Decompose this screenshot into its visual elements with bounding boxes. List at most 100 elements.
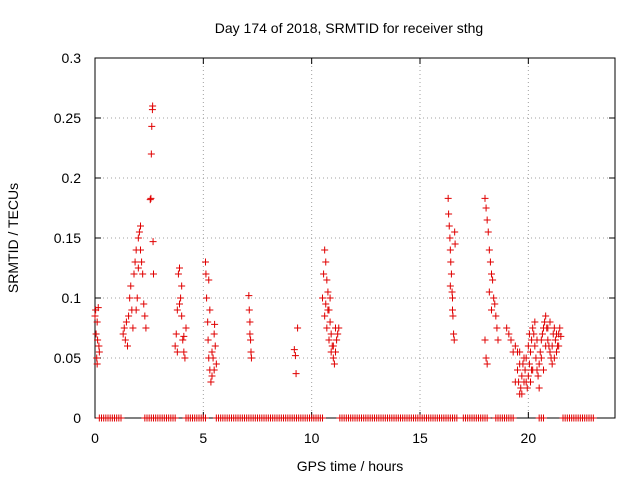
- data-point: [482, 204, 490, 212]
- y-tick-label: 0.2: [62, 170, 82, 186]
- data-point: [333, 336, 341, 344]
- data-point: [542, 342, 550, 350]
- data-point: [202, 258, 209, 266]
- x-tick-label: 10: [304, 430, 320, 446]
- data-point: [133, 294, 141, 302]
- data-point: [208, 372, 216, 380]
- data-point: [524, 372, 532, 380]
- data-point: [553, 348, 560, 356]
- data-point: [528, 366, 536, 374]
- data-point: [447, 270, 455, 278]
- data-point: [324, 306, 332, 314]
- data-point: [139, 270, 147, 278]
- data-point: [208, 348, 216, 356]
- data-point: [211, 342, 219, 350]
- data-point: [134, 234, 142, 242]
- data-point: [485, 246, 493, 254]
- data-point: [290, 346, 298, 354]
- data-point: [329, 354, 337, 362]
- data-point: [320, 270, 328, 278]
- data-point: [507, 336, 515, 344]
- data-point: [321, 246, 329, 254]
- data-point: [210, 330, 218, 338]
- data-point: [131, 258, 139, 266]
- data-point: [546, 348, 554, 356]
- x-axis-label: GPS time / hours: [297, 458, 404, 474]
- data-point: [481, 336, 489, 344]
- data-point: [247, 348, 255, 356]
- data-point: [488, 306, 495, 314]
- data-point: [446, 282, 454, 290]
- y-tick-label: 0: [73, 410, 81, 426]
- x-tick-label: 15: [412, 430, 428, 446]
- data-point: [481, 194, 489, 202]
- data-point: [540, 414, 547, 422]
- data-point: [589, 414, 597, 422]
- data-point: [548, 360, 556, 368]
- data-point: [176, 300, 183, 308]
- data-point: [546, 318, 554, 326]
- data-point: [177, 294, 185, 302]
- data-point: [521, 366, 529, 374]
- data-point: [146, 196, 154, 204]
- data-point: [93, 360, 101, 368]
- data-point: [94, 336, 102, 344]
- data-point: [150, 270, 157, 278]
- data-point: [448, 288, 456, 296]
- data-point: [494, 336, 502, 344]
- data-point: [524, 342, 532, 350]
- data-point: [544, 324, 552, 332]
- data-point: [246, 330, 254, 338]
- data-point: [451, 228, 459, 236]
- data-point: [202, 414, 209, 422]
- data-point: [529, 324, 537, 332]
- data-points: [91, 102, 597, 422]
- data-point: [518, 372, 526, 380]
- data-point: [127, 282, 135, 290]
- data-point: [178, 312, 186, 320]
- data-point: [134, 264, 142, 272]
- data-point: [542, 312, 550, 320]
- data-point: [327, 330, 335, 338]
- data-point: [327, 348, 335, 356]
- grid-lines: [95, 58, 615, 418]
- data-point: [527, 378, 534, 386]
- data-point: [555, 342, 563, 350]
- data-point: [445, 210, 453, 218]
- data-point: [535, 360, 543, 368]
- data-point: [334, 330, 342, 338]
- data-point: [245, 306, 253, 314]
- data-point: [492, 312, 500, 320]
- data-point: [135, 228, 143, 236]
- data-point: [446, 246, 454, 254]
- data-point: [172, 330, 180, 338]
- data-point: [483, 216, 491, 224]
- data-point: [446, 234, 454, 242]
- data-point: [245, 292, 253, 300]
- data-point: [179, 336, 187, 344]
- x-tick-label: 5: [199, 430, 207, 446]
- data-point: [557, 332, 565, 340]
- data-point: [129, 324, 137, 332]
- data-point: [210, 366, 218, 374]
- data-point: [126, 294, 134, 302]
- data-point: [538, 330, 546, 338]
- data-point: [130, 270, 138, 278]
- data-point: [137, 222, 144, 230]
- data-point: [206, 306, 214, 314]
- data-point: [445, 222, 453, 230]
- x-tick-labels: 0 5 10 15 20: [91, 430, 536, 446]
- data-point: [176, 264, 183, 272]
- data-point: [204, 318, 212, 326]
- x-tick-label: 0: [91, 430, 99, 446]
- data-point: [330, 360, 338, 368]
- data-point: [324, 288, 332, 296]
- data-point: [322, 300, 330, 308]
- data-point: [450, 330, 458, 338]
- data-point: [516, 360, 524, 368]
- data-point: [511, 342, 519, 350]
- data-point: [137, 246, 144, 254]
- data-point: [149, 238, 157, 246]
- y-tick-label: 0.25: [54, 110, 81, 126]
- data-point: [207, 378, 215, 386]
